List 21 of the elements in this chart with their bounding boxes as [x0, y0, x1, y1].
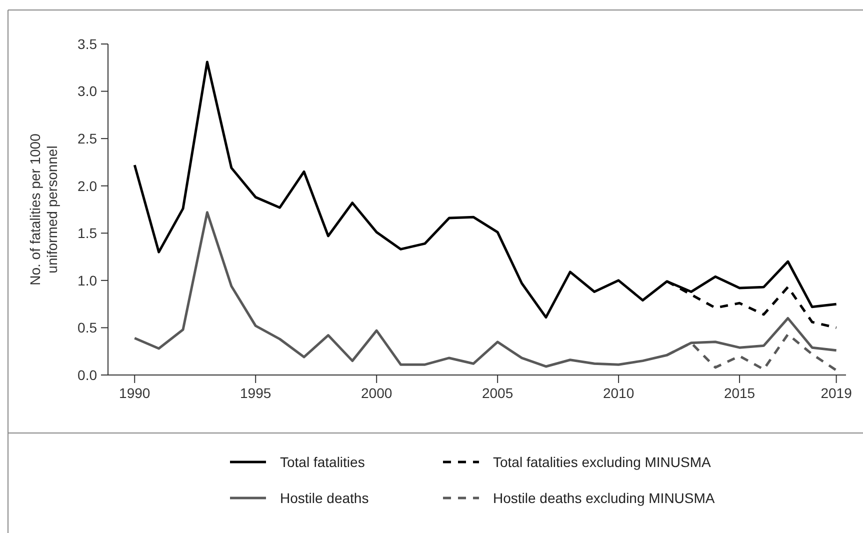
- y-axis-title: No. of fatalities per 1000 uniformed personnel: [27, 133, 60, 286]
- y-tick-label: 3.5: [78, 36, 98, 52]
- legend-label: Hostile deaths excluding MINUSMA: [493, 490, 716, 506]
- legend-label: Hostile deaths: [280, 490, 369, 506]
- y-tick-label: 1.0: [78, 272, 98, 288]
- y-tick-label: 2.0: [78, 178, 98, 194]
- y-tick-label: 1.5: [78, 225, 98, 242]
- x-tick-label: 1995: [240, 385, 272, 401]
- x-tick-label: 2010: [602, 385, 634, 401]
- y-tick-label: 3.0: [78, 83, 98, 100]
- y-tick-label: 2.5: [78, 130, 98, 146]
- y-tick-label: 0.0: [78, 366, 98, 383]
- x-tick-label: 2015: [724, 385, 756, 401]
- y-tick-label: 0.5: [78, 320, 98, 336]
- line-series: [133, 211, 838, 368]
- x-tick-label: 1990: [119, 385, 150, 401]
- legend-label: Total fatalities: [280, 454, 365, 470]
- x-tick-label: 2019: [820, 385, 852, 401]
- legend-label: Total fatalities excluding MINUSMA: [493, 454, 712, 470]
- x-tick-label: 2000: [361, 385, 392, 401]
- x-tick-label: 2005: [482, 385, 514, 401]
